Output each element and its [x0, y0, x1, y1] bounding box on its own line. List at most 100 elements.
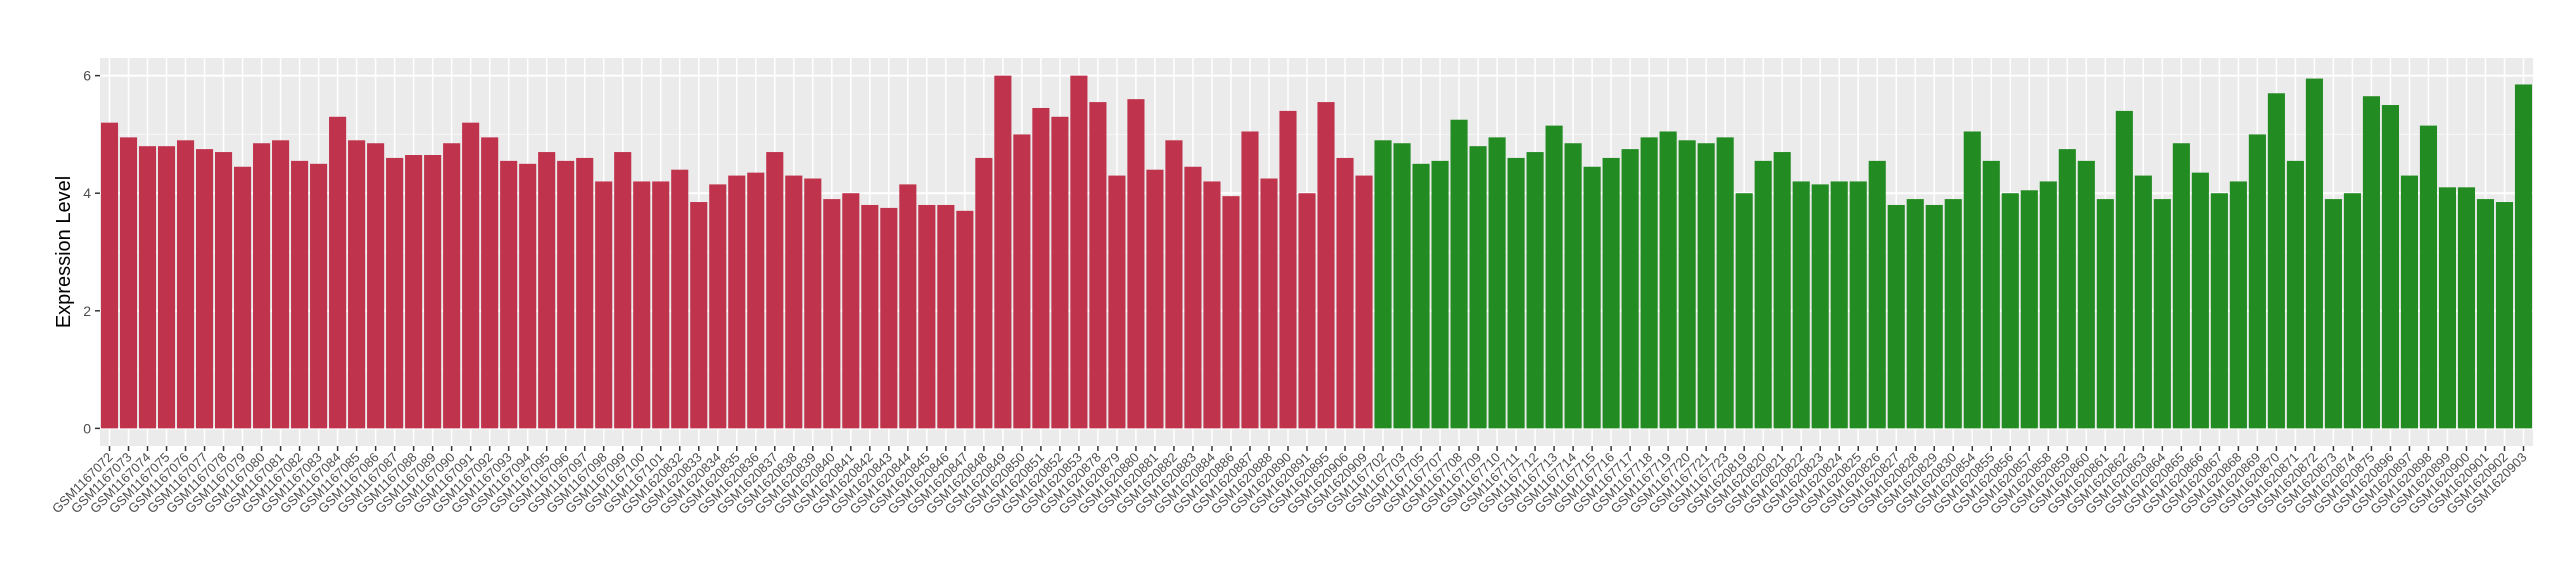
bar: [1944, 199, 1962, 429]
bar: [1089, 102, 1107, 429]
bar: [214, 152, 233, 429]
bar: [1260, 178, 1278, 429]
bar: [424, 155, 442, 429]
bar: [595, 181, 613, 429]
y-tick-label: 6: [83, 68, 91, 84]
bar: [1127, 99, 1145, 429]
bar: [1583, 166, 1601, 429]
bar: [652, 181, 670, 429]
bar: [2115, 110, 2133, 429]
bar: [1507, 157, 1525, 429]
bar: [2096, 199, 2114, 429]
bar: [785, 175, 803, 429]
bar: [1887, 204, 1905, 429]
bar: [1811, 184, 1829, 429]
bar: [994, 75, 1012, 429]
bar: [538, 152, 556, 429]
bar: [2153, 199, 2171, 429]
bar: [1526, 152, 1544, 429]
bar: [804, 178, 822, 429]
bar: [310, 163, 328, 429]
bar: [1393, 143, 1411, 429]
bar: [956, 210, 974, 429]
bar: [937, 204, 955, 429]
bar: [2248, 134, 2266, 429]
bar: [2058, 149, 2076, 429]
bar: [1488, 137, 1506, 429]
bar: [2438, 187, 2457, 429]
y-tick-label: 2: [83, 303, 91, 319]
bar: [1640, 137, 1658, 429]
bar: [1602, 157, 1620, 429]
bar: [2267, 93, 2285, 429]
bar: [1716, 137, 1734, 429]
bar: [462, 122, 480, 429]
bar: [2476, 199, 2495, 429]
bar: [1830, 181, 1848, 429]
bar: [195, 149, 214, 429]
bar: [1754, 160, 1772, 429]
bar: [1108, 175, 1126, 429]
bar: [348, 140, 366, 429]
bar: [100, 122, 119, 429]
bar: [880, 207, 898, 429]
y-axis-label: Expression Level: [53, 176, 75, 328]
bar: [2001, 193, 2019, 429]
bar: [1469, 146, 1487, 429]
bar: [1659, 131, 1677, 429]
bar: [1184, 166, 1202, 429]
bar: [2457, 187, 2476, 429]
bar: [1070, 75, 1088, 429]
bar: [633, 181, 651, 429]
bar: [1241, 131, 1259, 429]
bar: [138, 146, 157, 429]
bar: [1032, 107, 1050, 429]
bar: [2400, 175, 2419, 429]
bar: [1412, 163, 1430, 429]
bar: [1051, 116, 1069, 429]
bar: [842, 193, 860, 429]
bar: [1792, 181, 1810, 429]
bar: [1336, 157, 1354, 429]
bar: [557, 160, 575, 429]
bar: [2381, 105, 2399, 429]
bar: [443, 143, 461, 429]
bar: [823, 199, 841, 429]
bar: [576, 157, 594, 429]
bar: [519, 163, 537, 429]
bar: [1678, 140, 1696, 429]
bar: [500, 160, 518, 429]
bar: [709, 184, 727, 429]
bar: [405, 155, 423, 429]
bar: [2286, 160, 2304, 429]
bar: [1697, 143, 1715, 429]
bar: [1564, 143, 1582, 429]
bar: [176, 140, 195, 429]
bar: [2039, 181, 2057, 429]
bar: [614, 152, 632, 429]
bar: [975, 157, 993, 429]
bar: [157, 146, 176, 429]
bar: [1146, 169, 1164, 429]
bar: [1735, 193, 1753, 429]
bar: [1431, 160, 1449, 429]
bar: [1165, 140, 1183, 429]
bar: [119, 137, 138, 429]
bar: [367, 143, 385, 429]
bar: [2077, 160, 2095, 429]
bar: [2210, 193, 2228, 429]
bar: [1621, 149, 1639, 429]
bar: [1545, 125, 1563, 429]
bar: [728, 175, 746, 429]
y-tick-label: 4: [83, 185, 91, 201]
bar: [2020, 190, 2038, 429]
bar: [747, 172, 765, 429]
bar: [1355, 175, 1373, 429]
bar: [329, 116, 347, 429]
bar: [1868, 160, 1886, 429]
bar: [2191, 172, 2209, 429]
bar: [2134, 175, 2152, 429]
bar: [1450, 119, 1468, 429]
bar: [1279, 110, 1297, 429]
bar: [2305, 78, 2323, 429]
